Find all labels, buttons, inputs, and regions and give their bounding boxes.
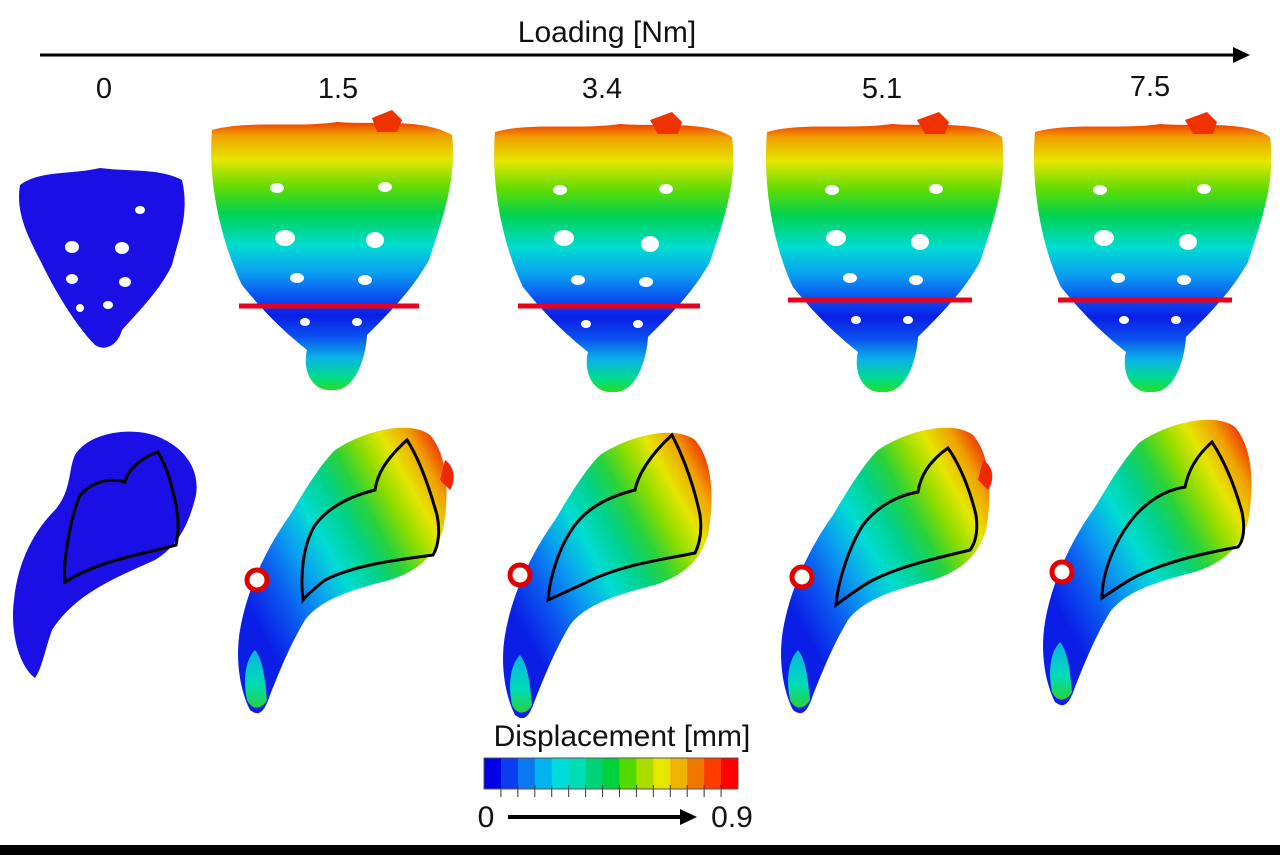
sacrum-side-load-3	[781, 427, 993, 714]
legend-color-scale	[483, 757, 739, 797]
legend-swatch	[704, 758, 722, 789]
loading-axis-arrowhead	[1233, 47, 1250, 63]
load-label-0: 0	[96, 73, 112, 105]
load-label-1: 1.5	[318, 73, 358, 105]
sacrum-front-load-4	[1033, 112, 1272, 393]
legend-swatch	[687, 758, 705, 789]
legend-swatch	[721, 758, 739, 789]
legend-max-label: 0.9	[711, 801, 753, 834]
marker-ring-2	[507, 562, 533, 588]
sacrum-side-load-1	[238, 427, 454, 714]
sacrum-front-load-1	[211, 110, 453, 391]
legend-swatch	[484, 758, 502, 789]
sacrum-side-unloaded	[12, 431, 197, 678]
legend-swatch	[636, 758, 654, 789]
legend-swatch	[585, 758, 604, 789]
legend-swatch	[602, 758, 620, 789]
cortical-outline-1	[300, 437, 441, 604]
sacrum-front-unloaded	[19, 168, 185, 348]
legend-min-label: 0	[477, 801, 495, 834]
marker-ring-3	[789, 564, 815, 590]
legend-swatch	[517, 758, 536, 789]
cortical-outline-3	[834, 445, 979, 609]
legend-swatch	[653, 758, 671, 789]
sacrum-side-load-2	[503, 432, 712, 719]
marker-ring-4	[1049, 559, 1075, 585]
legend-swatch	[534, 758, 553, 789]
legend-swatch	[670, 758, 688, 789]
bottom-border	[0, 845, 1280, 855]
load-label-4: 7.5	[1130, 71, 1170, 103]
legend-swatch	[619, 758, 637, 789]
legend-arrowhead	[680, 809, 697, 825]
load-label-3: 5.1	[862, 73, 902, 105]
legend-swatch	[551, 758, 570, 789]
color-legend	[483, 757, 739, 825]
cortical-outline-4	[1100, 439, 1246, 601]
marker-ring-1	[244, 567, 270, 593]
sacrum-front-load-2	[494, 112, 734, 393]
legend-title: Displacement [mm]	[493, 720, 751, 753]
load-label-2: 3.4	[582, 73, 622, 105]
axis-title: Loading [Nm]	[517, 16, 697, 49]
sacrum-side-load-4	[1043, 419, 1252, 706]
cortical-outline-2	[546, 432, 703, 603]
legend-frame	[483, 757, 739, 790]
cortical-outline-unloaded	[63, 450, 180, 585]
legend-swatch	[568, 758, 587, 789]
legend-swatch	[500, 758, 519, 789]
sacrum-front-load-3	[765, 112, 1004, 393]
